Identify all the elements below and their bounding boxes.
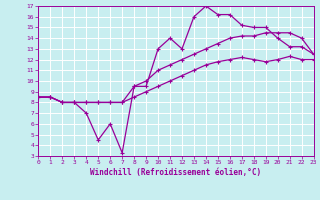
X-axis label: Windchill (Refroidissement éolien,°C): Windchill (Refroidissement éolien,°C) [91, 168, 261, 177]
